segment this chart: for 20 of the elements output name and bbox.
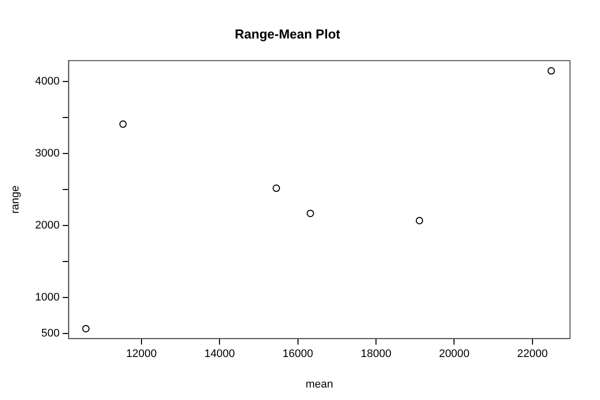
x-tick-label: 20000 (438, 348, 470, 360)
point (416, 216, 424, 224)
x-tick-label: 14000 (204, 348, 235, 360)
y-axis-title: range (10, 186, 22, 214)
y-tick-label: 500 (41, 328, 60, 340)
point (548, 67, 555, 75)
point (306, 210, 314, 218)
x-tick-label: 18000 (360, 348, 392, 360)
x-axis-title: mean (306, 378, 334, 390)
x-tick-label: 16000 (282, 348, 314, 360)
x-tick-label: 22000 (517, 348, 548, 360)
point (272, 184, 280, 192)
y-tick-label: 4000 (35, 76, 60, 88)
chart-title: Range-Mean Plot (234, 26, 341, 42)
point (82, 324, 90, 332)
point (119, 120, 127, 128)
y-tick-label: 2000 (35, 220, 60, 232)
x-tick-label: 12000 (126, 348, 157, 360)
y-tick-label: 3000 (35, 148, 60, 160)
y-tick-label: 1000 (35, 292, 60, 304)
